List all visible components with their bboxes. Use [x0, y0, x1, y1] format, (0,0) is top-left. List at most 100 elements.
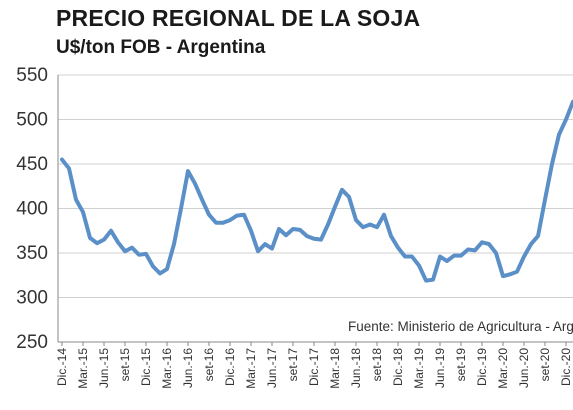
data-point [375, 225, 379, 229]
x-tick-label: set-16 [202, 348, 216, 382]
data-point [438, 255, 442, 259]
data-point [81, 210, 85, 214]
data-point [67, 166, 71, 170]
data-point [550, 162, 554, 166]
data-point [284, 233, 288, 237]
data-point [319, 238, 323, 242]
source-note: Fuente: Ministerio de Agricultura - Arge… [348, 319, 573, 334]
data-point [256, 249, 260, 253]
data-point [130, 246, 134, 250]
x-tick-label: Jun.-18 [349, 348, 363, 388]
x-tick-label: Dic.-19 [475, 348, 489, 386]
data-point [326, 223, 330, 227]
chart-title: PRECIO REGIONAL DE LA SOJA [56, 5, 421, 31]
data-point [403, 255, 407, 259]
y-tick-label: 550 [16, 65, 48, 86]
x-tick-label: Dic.-14 [55, 348, 69, 386]
data-point [340, 188, 344, 192]
x-tick-label: Mar.-16 [160, 348, 174, 389]
data-point [298, 228, 302, 232]
data-point [494, 251, 498, 255]
data-point [354, 218, 358, 222]
x-tick-label: Dic.-17 [307, 348, 321, 386]
x-tick-label: Mar.-15 [76, 348, 90, 389]
data-point [417, 263, 421, 267]
data-point [200, 198, 204, 202]
x-tick-label: Mar.-19 [412, 348, 426, 389]
data-point [158, 271, 162, 275]
data-point [221, 221, 225, 225]
data-point [165, 267, 169, 271]
data-point [151, 264, 155, 268]
x-tick-label: Jun.-20 [517, 348, 531, 388]
x-tick-label: Jun.-17 [265, 348, 279, 388]
data-point [473, 248, 477, 252]
x-tick-label: Dic.-18 [391, 348, 405, 386]
data-point [95, 241, 99, 245]
data-point [116, 240, 120, 244]
data-point [382, 213, 386, 217]
data-point [277, 227, 281, 231]
data-point [60, 158, 64, 162]
x-tick-label: Mar.-20 [496, 348, 510, 389]
data-point [193, 182, 197, 186]
x-tick-label: Jun.-19 [433, 348, 447, 388]
x-tick-label: Mar.-17 [244, 348, 258, 389]
y-tick-label: 300 [16, 288, 48, 309]
data-point [228, 218, 232, 222]
data-point [102, 238, 106, 242]
y-tick-label: 350 [16, 243, 48, 264]
x-tick-label: set-17 [286, 348, 300, 382]
x-tick-label: set-19 [454, 348, 468, 382]
data-point [466, 247, 470, 251]
x-tick-label: set-18 [370, 348, 384, 382]
data-point [536, 234, 540, 238]
data-point [515, 270, 519, 274]
data-point [263, 242, 267, 246]
x-tick-label: Mar.-18 [328, 348, 342, 389]
x-tick-label: Jun.-15 [97, 348, 111, 388]
data-point [123, 249, 127, 253]
data-point [214, 221, 218, 225]
y-axis-ticks: 250 300 350 400 450 500 550 [16, 65, 48, 353]
data-point [557, 133, 561, 137]
data-point [312, 237, 316, 241]
x-axis-ticks: Dic.-14 Mar.-15 Jun.-15 set-15 Dic.-15 Mar.-1… [55, 342, 573, 389]
gridlines [58, 74, 573, 298]
y-tick-label: 400 [16, 199, 48, 220]
data-point [389, 234, 393, 238]
x-tick-label: set-20 [538, 348, 552, 382]
x-tick-label: Dic.-16 [223, 348, 237, 386]
data-point [186, 169, 190, 173]
data-point [172, 242, 176, 246]
y-tick-label: 500 [16, 110, 48, 131]
data-point [137, 253, 141, 257]
data-point [452, 254, 456, 258]
data-point [480, 240, 484, 244]
data-point [249, 229, 253, 233]
data-point [564, 118, 568, 122]
x-tick-label: Jun.-16 [181, 348, 195, 388]
chart-subtitle: U$/ton FOB - Argentina [56, 37, 266, 58]
data-point [207, 213, 211, 217]
y-tick-label: 250 [16, 332, 48, 353]
data-point [179, 207, 183, 211]
y-tick-label: 450 [16, 154, 48, 175]
data-point [361, 225, 365, 229]
data-point [459, 254, 463, 258]
data-point [529, 242, 533, 246]
data-point [501, 274, 505, 278]
data-point [508, 272, 512, 276]
data-point [74, 198, 78, 202]
data-point [291, 227, 295, 231]
x-tick-label: Dic.-20 [559, 348, 573, 386]
data-point [333, 205, 337, 209]
data-point [144, 252, 148, 256]
data-point [431, 278, 435, 282]
data-point [305, 234, 309, 238]
series-line-soja-price [60, 99, 573, 283]
data-point [487, 242, 491, 246]
data-point [445, 259, 449, 263]
data-point [396, 246, 400, 250]
